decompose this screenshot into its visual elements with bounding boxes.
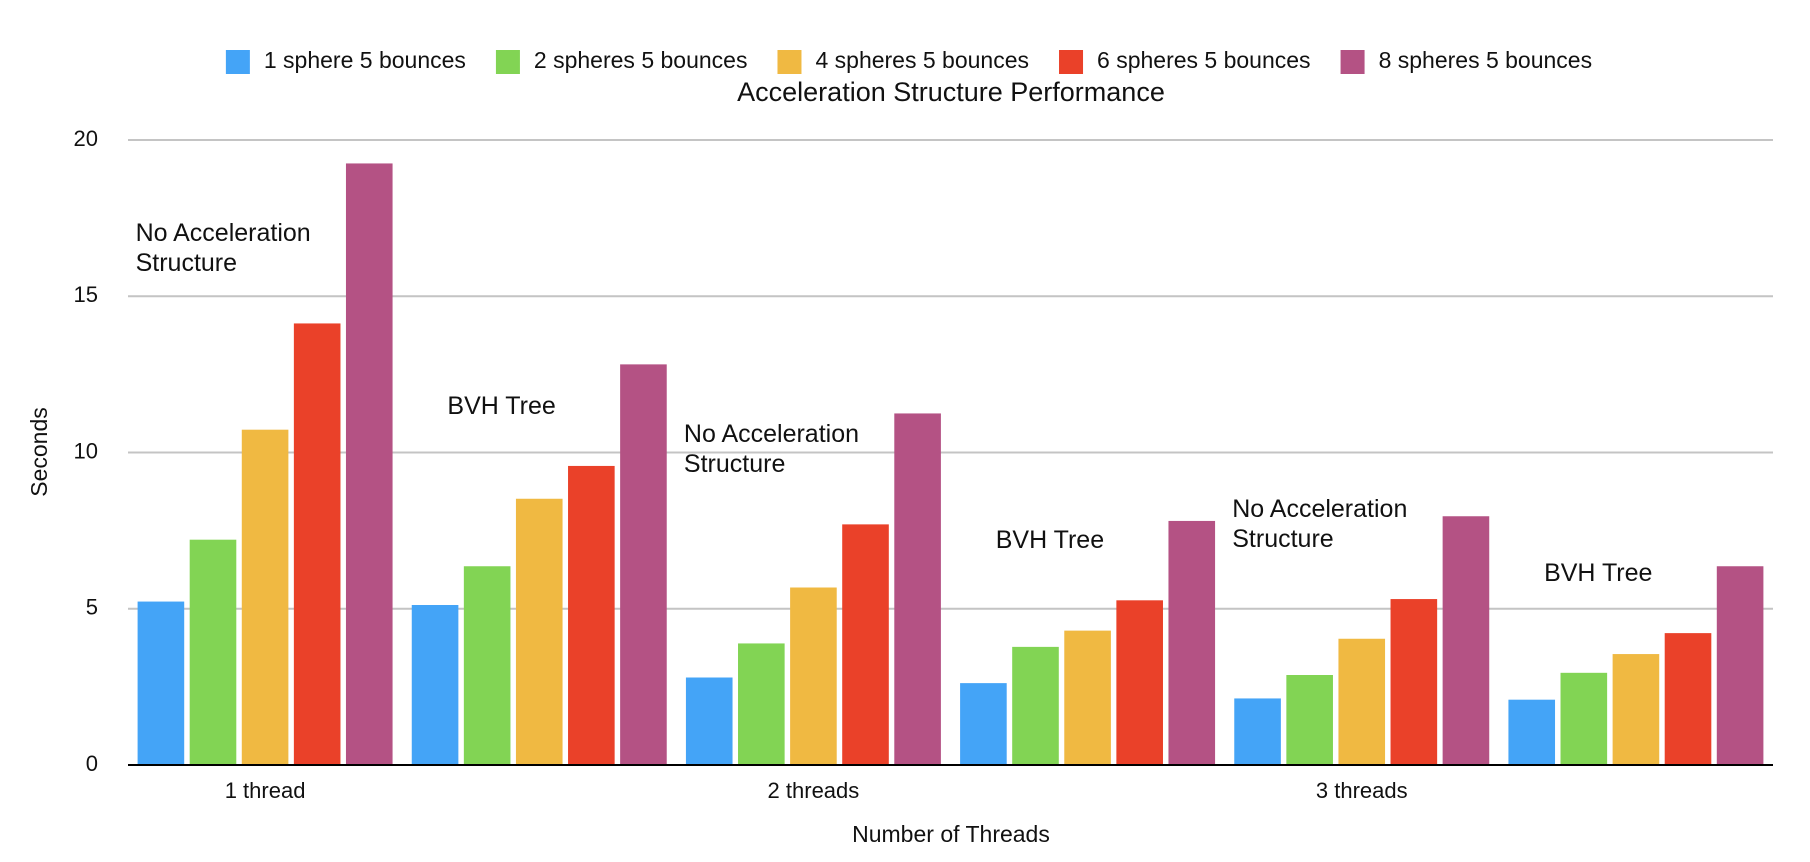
- legend-swatch: [777, 50, 802, 74]
- bar: [345, 163, 393, 765]
- legend-label: 2 spheres 5 bounces: [534, 47, 748, 73]
- annotation: No Acceleration Structure: [683, 420, 860, 479]
- legend-label: 8 spheres 5 bounces: [1379, 47, 1593, 73]
- legend-item: 8 spheres 5 bounces: [1340, 47, 1593, 74]
- bar: [842, 524, 889, 765]
- legend-swatch: [1059, 50, 1084, 74]
- bar: [1716, 566, 1764, 765]
- legend-swatch: [1340, 50, 1365, 74]
- bar: [1012, 646, 1059, 765]
- bar: [515, 498, 563, 765]
- x-tick-label: 3 threads: [1316, 778, 1408, 803]
- x-tick-label: 2 threads: [768, 778, 860, 803]
- bar: [1390, 599, 1438, 765]
- y-tick-label: 10: [74, 438, 98, 463]
- bar: [1234, 698, 1281, 765]
- annotation: No Acceleration Structure: [135, 219, 311, 278]
- annotation: BVH Tree: [1544, 559, 1653, 588]
- y-tick-label: 15: [74, 282, 98, 307]
- bar: [1116, 600, 1163, 765]
- bar: [738, 643, 785, 765]
- y-tick-label: 5: [86, 595, 98, 620]
- bar: [411, 605, 459, 765]
- bar: [1338, 638, 1386, 765]
- annotation: BVH Tree: [995, 526, 1105, 555]
- chart-title: Acceleration Structure Performance: [737, 77, 1165, 107]
- bar: [1168, 520, 1216, 765]
- bar: [685, 677, 733, 765]
- bar: [293, 323, 341, 765]
- bar: [1064, 630, 1111, 765]
- bar: [894, 413, 941, 765]
- legend-item: 2 spheres 5 bounces: [495, 47, 748, 74]
- legend-swatch: [225, 50, 250, 74]
- bar: [241, 429, 289, 765]
- bar: [568, 465, 615, 765]
- bar: [1612, 654, 1660, 765]
- legend-label: 6 spheres 5 bounces: [1097, 47, 1311, 73]
- y-axis-title: Seconds: [26, 407, 52, 497]
- bar: [463, 566, 511, 765]
- annotation: No Acceleration Structure: [1232, 495, 1408, 554]
- bar: [137, 601, 185, 765]
- legend-item: 1 sphere 5 bounces: [225, 47, 466, 74]
- legend-label: 4 spheres 5 bounces: [815, 47, 1029, 73]
- bar: [960, 683, 1007, 765]
- legend-item: 6 spheres 5 bounces: [1059, 47, 1311, 74]
- bar: [189, 539, 237, 765]
- y-tick-label: 0: [86, 751, 98, 776]
- legend-item: 4 spheres 5 bounces: [777, 47, 1029, 74]
- legend-label: 1 sphere 5 bounces: [264, 47, 466, 73]
- y-tick-label: 20: [74, 126, 98, 151]
- bar: [1442, 516, 1490, 765]
- bar: [620, 364, 667, 765]
- annotation: BVH Tree: [447, 391, 556, 420]
- bar: [1664, 633, 1712, 765]
- bar: [790, 587, 837, 765]
- legend-swatch: [495, 50, 520, 74]
- x-tick-label: 1 thread: [225, 778, 306, 803]
- x-axis-title: Number of Threads: [852, 821, 1050, 847]
- bar: [1286, 675, 1333, 765]
- bar: [1560, 672, 1608, 765]
- bar: [1508, 699, 1556, 765]
